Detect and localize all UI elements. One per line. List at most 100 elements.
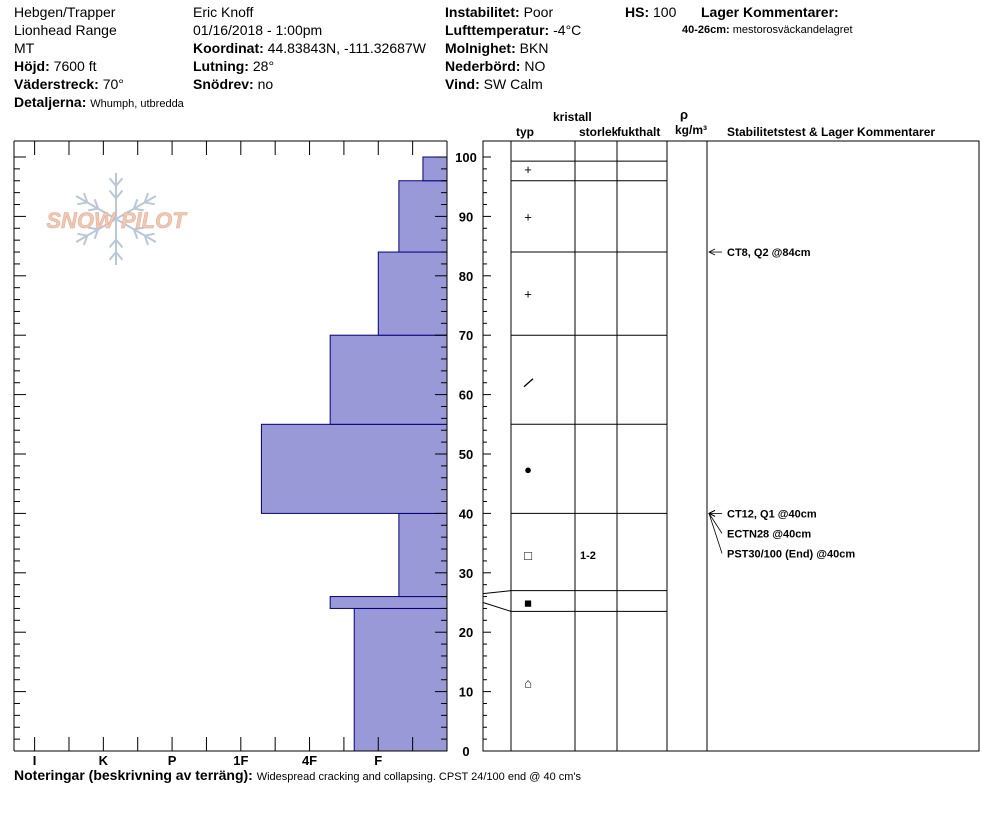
- crystal-type-symbol: +: [524, 209, 532, 224]
- layer-comments-label: Lager Kommentarer:: [701, 4, 839, 20]
- stability-header: Stabilitetstest & Lager Kommentarer: [727, 125, 936, 139]
- snowflake-branch: [88, 207, 99, 212]
- layer-connector: [482, 590, 512, 595]
- snowflake-branch: [115, 177, 124, 187]
- depth-tick-label: 90: [459, 209, 473, 224]
- hardness-tick-label: 4F: [302, 753, 317, 768]
- snowflake-branch: [115, 239, 124, 248]
- crystal-type-symbol: ■: [524, 596, 532, 611]
- notes-row: Noteringar (beskrivning av terräng): Wid…: [14, 767, 581, 783]
- hs-label: HS:: [625, 4, 650, 20]
- depth-tick-label: 50: [459, 447, 473, 462]
- snowflake-arm: [115, 195, 157, 220]
- drift-row: Snödrev: no: [193, 75, 273, 93]
- aspect-value: 70°: [102, 76, 124, 92]
- hardness-tick-label: I: [33, 753, 37, 768]
- hardness-layer-bar: [398, 512, 448, 598]
- hardness-layer-bar: [329, 334, 448, 425]
- stability-test-label: ECTN28 @40cm: [727, 528, 811, 540]
- coordinate-value: 44.83843N, -111.32687W: [267, 40, 426, 56]
- depth-tick-label: 70: [459, 328, 473, 343]
- hardness-layer-bar: [353, 607, 448, 752]
- aspect-row: Väderstreck: 70°: [14, 75, 124, 93]
- notes-label: Noteringar (beskrivning av terräng):: [14, 767, 253, 783]
- snowflake-branch: [93, 198, 100, 209]
- stability-test-label: CT8, Q2 @84cm: [727, 247, 811, 259]
- crystal-header: kristall: [553, 110, 592, 124]
- cloud-label: Molnighet:: [445, 40, 516, 56]
- snowflake-branch: [143, 192, 150, 203]
- snowflake-branch: [77, 232, 88, 237]
- depth-tick-label: 0: [462, 744, 469, 759]
- layer-comment-text: mestorosväckandelagret: [732, 24, 853, 36]
- depth-tick-label: 100: [455, 150, 477, 165]
- slope-value: 28°: [252, 58, 275, 74]
- aspect-label: Väderstreck:: [14, 76, 99, 92]
- stability-test-arrowhead: [708, 248, 716, 256]
- hardness-tick-label: P: [168, 753, 177, 768]
- coordinate-label: Koordinat:: [193, 40, 264, 56]
- stability-test-arrow: [708, 513, 723, 554]
- elevation-row: Höjd: 7600 ft: [14, 57, 96, 75]
- snowflake-branch: [144, 201, 155, 206]
- instability-value: Poor: [523, 4, 554, 20]
- size-header: storlek: [579, 125, 617, 139]
- snowflake-branch: [108, 190, 117, 199]
- precip-row: Nederbörd: NO: [445, 57, 545, 75]
- instability-row: Instabilitet: Poor: [445, 3, 553, 21]
- stability-test-arrowhead: [708, 510, 716, 517]
- layer-comment-range: 40-26cm:: [682, 24, 730, 36]
- hs-row: HS: 100: [625, 3, 676, 21]
- snowflake-branch: [82, 192, 89, 203]
- snowflake-branch: [108, 239, 117, 248]
- stability-test-arrow: [708, 513, 723, 534]
- snowflake-icon: [75, 173, 157, 265]
- crystal-type-symbol: □: [524, 548, 532, 563]
- wind-row: Vind: SW Calm: [445, 75, 543, 93]
- elevation-value: 7600 ft: [53, 58, 97, 74]
- snowpilot-logo-text: SNOW PILOT: [46, 208, 187, 233]
- snowflake-branch: [77, 201, 88, 206]
- drift-label: Snödrev:: [193, 76, 254, 92]
- airtemp-row: Lufttemperatur: -4°C: [445, 21, 581, 39]
- location-line-3: MT: [14, 40, 35, 56]
- snowflake-branch: [82, 235, 89, 246]
- hardness-layer-bar: [377, 251, 448, 336]
- cloud-row: Molnighet: BKN: [445, 39, 548, 57]
- snowflake-branch: [115, 251, 124, 261]
- observation-datetime: 01/16/2018 - 1:00pm: [193, 22, 323, 38]
- depth-axis: 0 10 20 30 40 50 60 70 80 90 100: [14, 150, 477, 759]
- hardness-tick-label: 1F: [233, 753, 248, 768]
- snowflake-arm: [115, 218, 157, 243]
- notes-text: Widespread cracking and collapsing. CPST…: [256, 771, 582, 783]
- depth-tick-label: 80: [459, 269, 473, 284]
- crystal-symbol-slash: [523, 378, 534, 388]
- depth-tick-label: 40: [459, 506, 473, 521]
- layer-table: ⌂ ■ □ 1-2 ● + + + CT8, Q2 @84cm CT12, Q1 @40cm ECT…: [482, 140, 980, 752]
- snowflake-branch: [132, 229, 139, 240]
- snowflake-branch: [143, 235, 150, 246]
- snowflake-arm: [75, 195, 117, 220]
- depth-tick-label: 60: [459, 388, 473, 403]
- crystal-type-symbol: ●: [524, 462, 532, 477]
- cloud-value: BKN: [519, 40, 549, 56]
- depth-tick-label: 20: [459, 625, 473, 640]
- observer-name: Eric Knoff: [193, 4, 254, 20]
- stability-test-label: PST30/100 (End) @40cm: [727, 548, 855, 560]
- hs-value: 100: [653, 4, 677, 20]
- snowflake-branch: [133, 226, 144, 231]
- snowflake-branch: [88, 226, 99, 231]
- details-value: Whumph, utbredda: [90, 98, 184, 110]
- snowflake-branch: [144, 232, 155, 237]
- details-row: Detaljerna: Whumph, utbredda: [14, 93, 184, 113]
- hardness-axis: I K P 1F 4F F: [13, 140, 448, 768]
- density-symbol: ρ: [680, 107, 689, 122]
- snowflake-arm: [75, 218, 117, 243]
- crystal-size-value: 1-2: [580, 550, 596, 562]
- snowflake-branch: [108, 251, 117, 261]
- type-header: typ: [516, 125, 534, 139]
- crystal-type-symbol: ⌂: [524, 676, 532, 691]
- instability-label: Instabilitet:: [445, 4, 520, 20]
- layer-connector: [482, 602, 512, 612]
